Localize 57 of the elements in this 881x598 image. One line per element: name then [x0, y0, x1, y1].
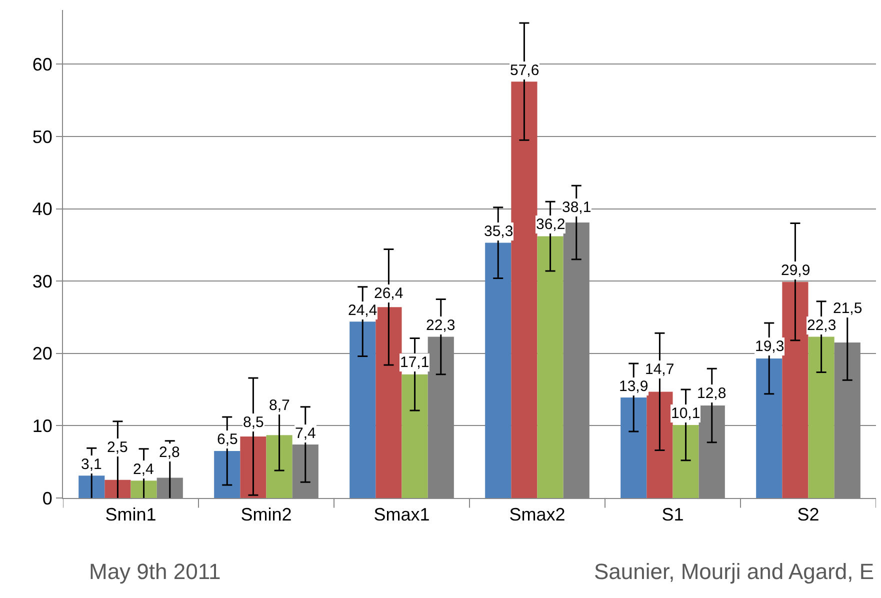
data-label: 24,4 — [348, 302, 378, 319]
bar — [620, 398, 647, 498]
data-label: 2,5 — [107, 439, 128, 456]
data-label: 26,4 — [374, 285, 404, 302]
bar — [130, 480, 157, 498]
data-label: 57,6 — [510, 62, 540, 79]
bar — [350, 322, 376, 498]
y-tick-label: 40 — [32, 199, 52, 220]
x-tick-label: Smin1 — [105, 504, 156, 525]
y-tick-label: 60 — [32, 54, 52, 75]
data-label: 7,4 — [295, 425, 316, 442]
data-label: 36,2 — [536, 216, 566, 233]
data-label: 8,7 — [269, 397, 290, 414]
data-label: 17,1 — [400, 354, 430, 371]
data-label: 8,5 — [243, 414, 264, 431]
bar — [485, 242, 512, 498]
data-label: 14,7 — [645, 361, 674, 378]
data-label: 6,5 — [217, 431, 238, 448]
data-label: 38,1 — [562, 199, 592, 216]
bar — [646, 392, 673, 498]
text: Saunier, Mourji and Agard, E — [594, 559, 874, 584]
x-tick-label: Smax1 — [374, 504, 430, 525]
y-tick-label: 0 — [42, 488, 52, 508]
bar — [266, 435, 292, 498]
y-tick-label: 50 — [32, 126, 52, 147]
x-tick-label: Smax2 — [509, 504, 566, 525]
x-tick-label: S1 — [662, 504, 684, 525]
bar — [104, 480, 131, 498]
data-label: 13,9 — [619, 378, 648, 395]
data-label: 22,3 — [807, 317, 836, 334]
bar — [537, 236, 564, 498]
data-label: 21,5 — [833, 300, 862, 317]
data-label: 2,8 — [159, 444, 180, 461]
bar — [808, 336, 834, 498]
y-tick-label: 20 — [32, 344, 52, 364]
data-label: 22,3 — [426, 317, 456, 334]
text: May 9th 2011 — [89, 559, 221, 584]
bar — [511, 82, 538, 498]
bar — [782, 282, 808, 498]
bar — [78, 476, 105, 498]
data-label: 2,4 — [133, 461, 154, 478]
bar — [376, 307, 402, 498]
data-label: 3,1 — [81, 456, 102, 473]
y-tick-label: 10 — [32, 416, 52, 436]
data-label: 12,8 — [697, 385, 726, 402]
data-label: 10,1 — [671, 405, 700, 422]
data-label: 35,3 — [484, 223, 514, 240]
y-tick-label: 30 — [32, 271, 52, 292]
bar — [756, 358, 782, 498]
data-label: 19,3 — [755, 338, 784, 355]
bar — [402, 374, 428, 498]
bar — [672, 424, 699, 498]
x-tick-label: S2 — [797, 504, 820, 525]
bar — [240, 436, 266, 498]
x-tick-label: Smin2 — [240, 504, 292, 525]
bar — [214, 451, 240, 498]
data-label: 29,9 — [781, 262, 810, 279]
